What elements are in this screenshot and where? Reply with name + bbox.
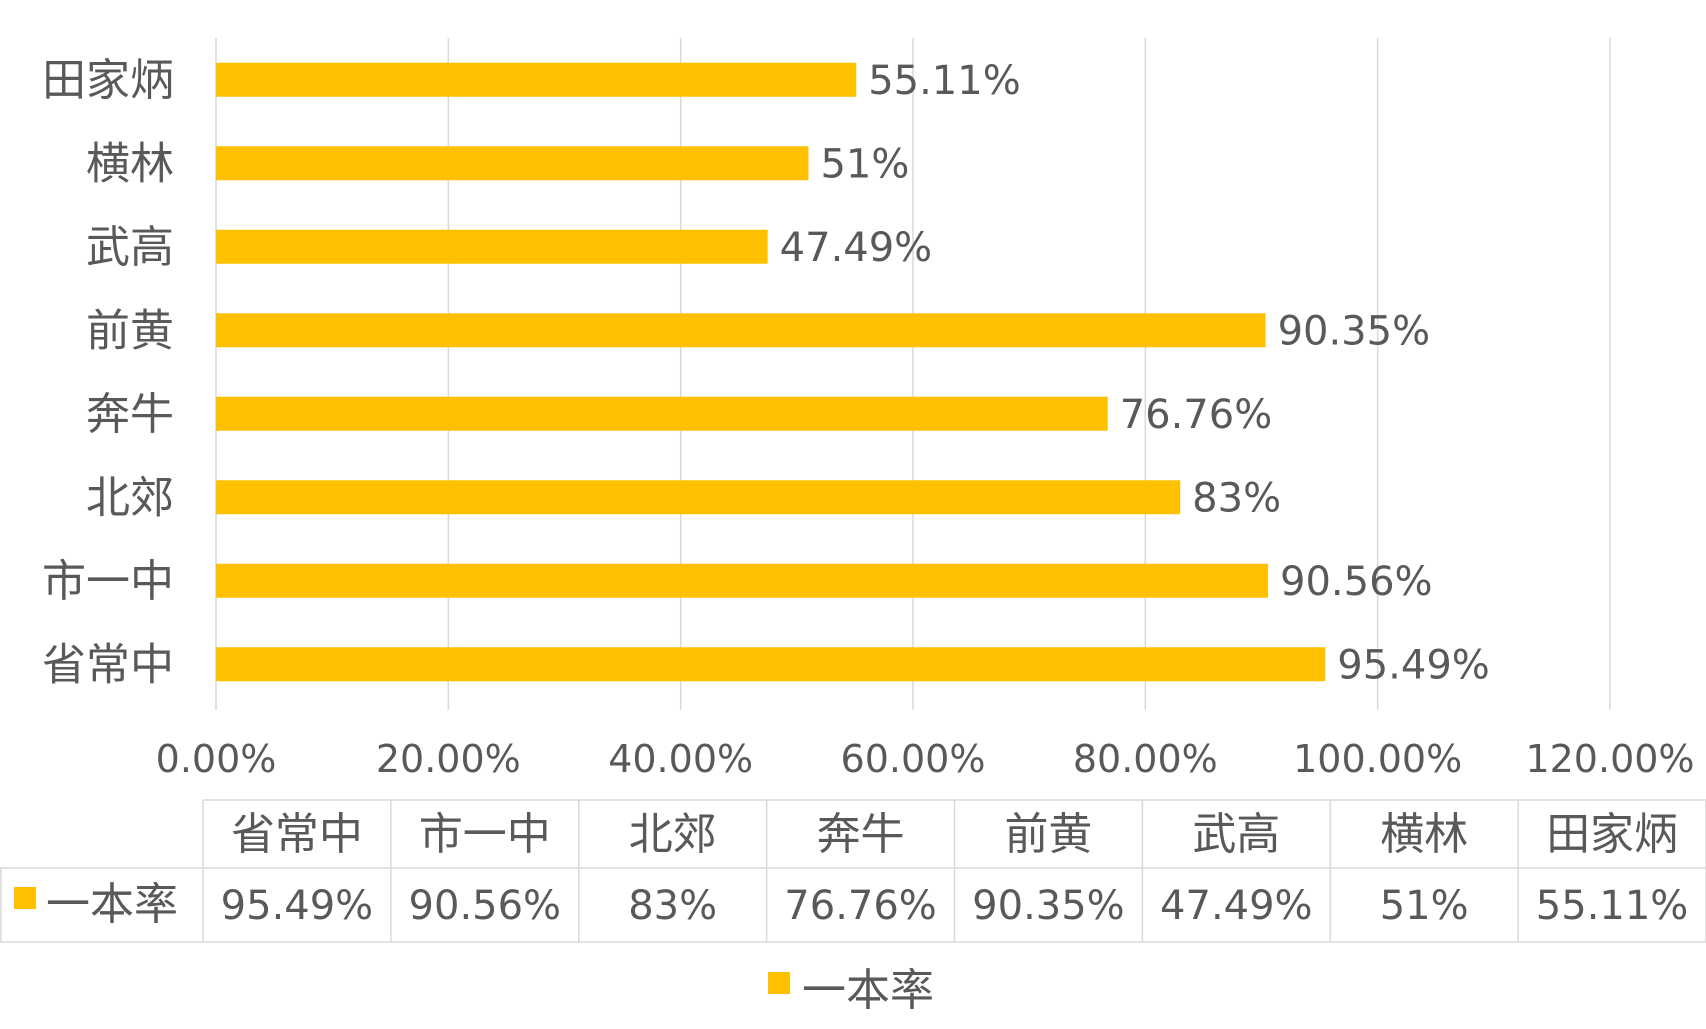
data-label: 90.35%: [1278, 308, 1431, 354]
y-category-label: 北郊: [86, 472, 174, 523]
x-tick-label: 100.00%: [1293, 737, 1462, 781]
table-legend-swatch: [14, 887, 36, 909]
x-tick-label: 120.00%: [1525, 737, 1694, 781]
bar: [216, 146, 809, 181]
y-category-label: 横林: [86, 138, 174, 189]
y-category-label: 省常中: [42, 639, 174, 690]
y-category-label: 奔牛: [86, 389, 174, 440]
table-header-cell: 奔牛: [817, 809, 905, 860]
table-header-cell: 省常中: [231, 809, 363, 860]
table-series-name: 一本率: [46, 879, 178, 930]
bar: [216, 313, 1266, 348]
y-category-label: 田家炳: [42, 55, 174, 106]
x-tick-label: 60.00%: [841, 737, 986, 781]
bars-layer: [216, 62, 1326, 682]
table-value-cell: 83%: [628, 883, 717, 929]
data-table: 一本率 省常中 95.49% 市一中 90.56% 北郊 83% 奔牛 76.76% 前黄 90.3…: [0, 799, 1706, 943]
bar: [216, 229, 768, 264]
data-label: 90.56%: [1280, 559, 1433, 605]
data-label: 95.49%: [1337, 642, 1490, 688]
labels-layer: 95.49% 90.56% 83% 76.76%90.35% 47.49% 51% 55.1…: [780, 58, 1490, 689]
y-category-label: 武高: [86, 222, 174, 273]
legend-label: 一本率: [802, 965, 934, 1016]
data-label: 55.11%: [868, 58, 1021, 104]
table-value-cell: 95.49%: [221, 883, 374, 929]
table-value-cell: 47.49%: [1160, 883, 1313, 929]
legend: 一本率: [768, 965, 934, 1016]
bar: [216, 480, 1181, 515]
x-tick-label: 40.00%: [608, 737, 753, 781]
table-value-cell: 51%: [1380, 883, 1469, 929]
x-tick-label: 20.00%: [376, 737, 521, 781]
bar: [216, 647, 1326, 682]
data-label: 51%: [820, 141, 909, 187]
table-header-cell: 横林: [1380, 809, 1468, 860]
legend-swatch: [768, 972, 790, 994]
data-label: 47.49%: [780, 225, 933, 271]
bar: [216, 62, 857, 97]
table-header-cell: 田家炳: [1546, 809, 1678, 860]
x-tick-label: 80.00%: [1073, 737, 1218, 781]
table-value-cell: 55.11%: [1536, 883, 1689, 929]
axis-layer: 0.00% 20.00% 40.00% 60.00% 80.00% 100.00% 120.…: [42, 55, 1695, 781]
table-header-cell: 北郊: [629, 809, 717, 860]
table-value-cell: 90.56%: [409, 883, 562, 929]
x-tick-label: 0.00%: [156, 737, 277, 781]
bar: [216, 396, 1108, 431]
table-header-cell: 武高: [1192, 809, 1280, 860]
data-label: 83%: [1192, 475, 1281, 521]
y-category-label: 市一中: [42, 556, 174, 607]
table-header-cell: 市一中: [419, 809, 551, 860]
table-header-cell: 前黄: [1004, 809, 1092, 860]
table-value-cell: 90.35%: [972, 883, 1125, 929]
table-value-cell: 76.76%: [784, 883, 937, 929]
grid-layer: [215, 38, 1611, 710]
y-category-label: 前黄: [86, 305, 174, 356]
bar: [216, 563, 1269, 598]
data-label: 76.76%: [1120, 392, 1273, 438]
